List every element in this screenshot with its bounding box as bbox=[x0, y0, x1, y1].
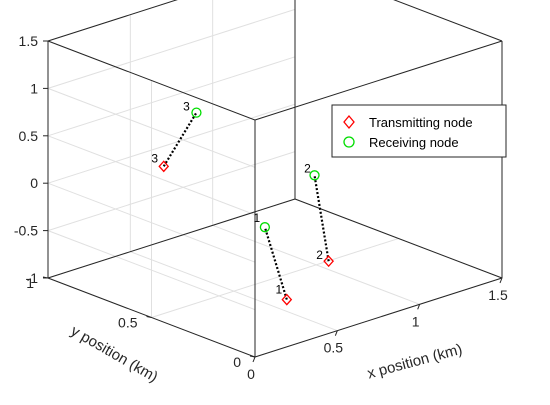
axes-box-edge bbox=[254, 277, 503, 358]
legend-box bbox=[331, 104, 507, 158]
grid-line-floor-y bbox=[151, 238, 399, 318]
z-tick-label: 0 bbox=[30, 175, 38, 191]
transmitting-node-label: 1 bbox=[275, 283, 282, 297]
node-connector-line bbox=[263, 226, 288, 300]
axes-box-edge bbox=[47, 0, 178, 42]
grid-line-backwall-z bbox=[47, 151, 296, 232]
tick-labels: 00.511.500.51-1-0.500.511.5 bbox=[14, 33, 508, 382]
grid-line-backwall-z bbox=[47, 8, 296, 89]
x-tick-label: 1.5 bbox=[488, 287, 508, 303]
grid-lines bbox=[47, 0, 503, 358]
transmitting-node-label: 2 bbox=[316, 248, 323, 262]
axes-box-edge bbox=[294, 198, 503, 279]
axes-box-edge bbox=[393, 0, 503, 42]
receiving-node-marker bbox=[309, 170, 320, 181]
receiving-node-marker bbox=[191, 107, 202, 118]
z-tick-label: 0.5 bbox=[19, 128, 39, 144]
grid-line-sidewall-z bbox=[47, 230, 256, 311]
transmitting-node-marker bbox=[281, 293, 293, 306]
receiving-node-label: 1 bbox=[254, 211, 261, 225]
receiving-node-label: 3 bbox=[183, 100, 190, 114]
node-connector-line bbox=[313, 175, 330, 262]
node-markers: 1 2 3 1 2 3 bbox=[151, 100, 335, 306]
grid-line-sidewall-z bbox=[47, 135, 256, 216]
x-tick-mark bbox=[417, 304, 421, 310]
grid-line-sidewall-z bbox=[47, 182, 256, 263]
x-tick-mark bbox=[252, 356, 256, 363]
y-tick-label: 0 bbox=[233, 354, 241, 370]
axes-box-edge bbox=[254, 40, 503, 121]
legend-label-transmitting: Transmitting node bbox=[369, 115, 473, 130]
axes-box-edge bbox=[47, 198, 296, 279]
legend-label-receiving: Receiving node bbox=[369, 135, 459, 150]
y-tick-label: 1 bbox=[26, 275, 34, 291]
x-axis-label: x position (km) bbox=[366, 341, 465, 383]
legend: Transmitting node Receiving node bbox=[331, 104, 507, 158]
grid-line-backwall-z bbox=[47, 103, 296, 184]
z-tick-label: -0.5 bbox=[14, 223, 38, 239]
grid-line-backwall-z bbox=[47, 56, 296, 137]
y-tick-label: 0.5 bbox=[118, 315, 138, 331]
x-tick-label: 0.5 bbox=[324, 340, 344, 356]
receiving-node-label: 2 bbox=[304, 161, 311, 175]
x-tick-label: 0 bbox=[247, 366, 255, 382]
grid-line-backwall-z bbox=[47, 0, 178, 42]
z-tick-label: 1.5 bbox=[19, 33, 39, 49]
z-tick-label: -1 bbox=[26, 270, 39, 286]
legend-diamond-marker bbox=[343, 114, 355, 130]
axes-box bbox=[47, 0, 503, 358]
y-tick-mark bbox=[146, 316, 152, 318]
x-tick-mark bbox=[334, 330, 338, 336]
transmitting-node-label: 3 bbox=[151, 151, 158, 165]
x-tick-label: 1 bbox=[412, 313, 420, 329]
axes-box-edge bbox=[47, 40, 256, 121]
transmitting-node-marker bbox=[323, 255, 335, 268]
node-connectors bbox=[162, 112, 330, 300]
transmitting-node-marker bbox=[158, 160, 170, 173]
y-tick-mark bbox=[249, 355, 256, 358]
z-tick-label: 1 bbox=[30, 80, 38, 96]
legend-circle-marker bbox=[343, 136, 355, 148]
node-connector-line bbox=[162, 112, 198, 167]
grid-line-sidewall-z bbox=[47, 87, 256, 168]
y-axis-label: y position (km) bbox=[68, 322, 161, 385]
x-tick-mark bbox=[499, 277, 503, 284]
receiving-node-marker bbox=[259, 222, 271, 233]
